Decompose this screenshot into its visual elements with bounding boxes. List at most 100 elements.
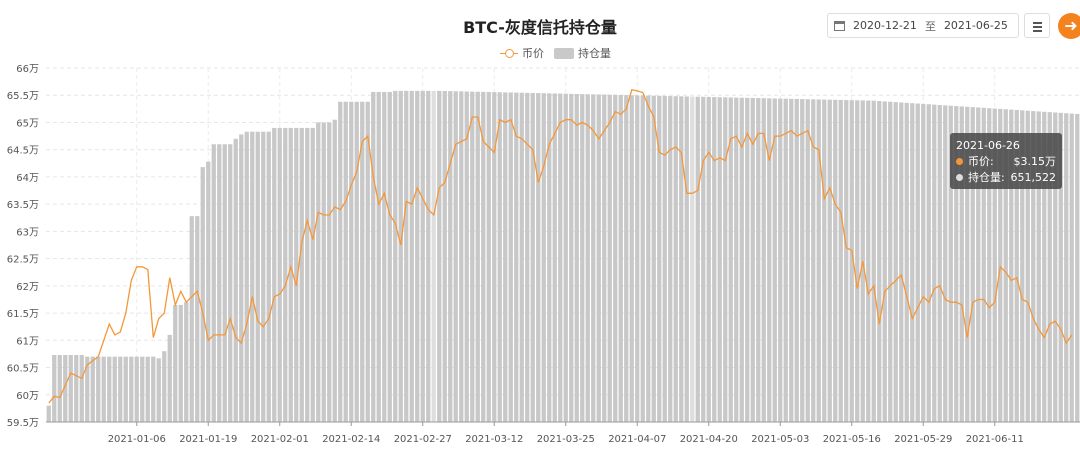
holdings-bar — [618, 94, 623, 422]
y-tick-label: 64万 — [16, 173, 39, 184]
x-tick-label: 2021-05-03 — [751, 434, 809, 445]
holdings-bar — [1064, 113, 1069, 422]
legend-item-holdings[interactable]: 持仓量 — [554, 45, 611, 61]
chart-title: BTC-灰度信托持仓量 — [463, 18, 617, 37]
holdings-bar — [1075, 113, 1080, 422]
holdings-bar — [607, 94, 612, 422]
holdings-bar — [145, 356, 150, 422]
date-to[interactable]: 2021-06-25 — [943, 19, 1008, 32]
holdings-bar — [398, 90, 403, 423]
holdings-bar — [514, 92, 519, 423]
holdings-bar — [316, 122, 321, 422]
holdings-bar — [1042, 111, 1047, 422]
legend-item-price[interactable]: 币价 — [500, 45, 544, 61]
holdings-bar — [800, 99, 805, 423]
holdings-bar — [239, 134, 244, 423]
bar-legend-icon — [554, 47, 574, 59]
holdings-bar — [937, 104, 942, 423]
holdings-bar — [442, 90, 447, 423]
holdings-bar — [1025, 110, 1030, 422]
holdings-bar — [365, 101, 370, 423]
holdings-bar — [1069, 113, 1074, 422]
menu-button[interactable] — [1024, 13, 1050, 38]
x-tick-label: 2021-05-29 — [894, 434, 952, 445]
holdings-bar — [404, 90, 409, 423]
holdings-bar — [767, 98, 772, 423]
holdings-bar — [112, 356, 117, 422]
holdings-bar — [503, 92, 508, 423]
holdings-bar — [816, 99, 821, 422]
holdings-dot-icon — [956, 173, 963, 181]
holdings-bar — [640, 95, 645, 423]
holdings-bar — [877, 101, 882, 423]
holdings-bar — [376, 91, 381, 422]
holdings-bar — [970, 107, 975, 422]
go-button[interactable]: ➜ — [1058, 13, 1080, 39]
holdings-bar — [904, 102, 909, 422]
holdings-bar — [332, 119, 337, 422]
holdings-bar — [470, 91, 475, 423]
chart-legend: 币价 持仓量 — [500, 45, 621, 61]
y-tick-label: 60万 — [16, 391, 39, 402]
holdings-bar — [684, 96, 689, 422]
holdings-bar — [926, 104, 931, 422]
y-tick-label: 62.5万 — [7, 255, 39, 266]
holdings-bar — [1053, 112, 1058, 423]
date-range-picker[interactable]: 2020-12-21 至 2021-06-25 — [827, 13, 1019, 38]
holdings-bar — [651, 95, 656, 422]
holdings-bar — [349, 101, 354, 423]
holdings-bar — [668, 96, 673, 423]
holdings-bar — [508, 92, 513, 423]
holdings-bar — [299, 127, 304, 423]
holdings-bar — [772, 98, 777, 423]
legend-label-price: 币价 — [522, 47, 544, 60]
holdings-bar — [140, 356, 145, 422]
date-from[interactable]: 2020-12-21 — [853, 19, 917, 32]
holdings-bar — [294, 127, 299, 423]
holdings-bar — [701, 96, 706, 423]
holdings-bar — [915, 103, 920, 422]
holdings-bar — [52, 355, 57, 422]
holdings-bar — [46, 405, 51, 422]
holdings-bar — [354, 101, 359, 423]
holdings-bar — [415, 90, 420, 423]
holdings-bar — [129, 356, 134, 422]
holdings-bar — [635, 95, 640, 423]
holdings-bar — [789, 98, 794, 422]
holdings-bar — [173, 304, 178, 422]
y-tick-label: 63万 — [16, 227, 39, 238]
holdings-bar — [580, 94, 585, 423]
tooltip: 2021-06-26 币价: $3.15万 持仓量: 651,522 — [950, 133, 1062, 189]
holdings-bar — [536, 93, 541, 423]
holdings-bar — [68, 355, 73, 422]
holdings-bar — [596, 94, 601, 422]
holdings-bar — [723, 97, 728, 422]
x-tick-label: 2021-02-01 — [251, 434, 309, 445]
holdings-bar — [1036, 111, 1041, 423]
holdings-bar — [591, 94, 596, 422]
holdings-bar — [998, 108, 1003, 422]
holdings-bar — [750, 97, 755, 422]
holdings-bar — [756, 98, 761, 422]
holdings-bar — [646, 95, 651, 423]
holdings-bar — [987, 108, 992, 422]
x-axis: 2021-01-06 2021-01-19 2021-02-01 2021-02-14… — [46, 421, 1080, 445]
tooltip-price-row: 币价: $3.15万 — [956, 153, 1056, 169]
holdings-bar — [118, 356, 123, 422]
holdings-bar — [272, 127, 277, 423]
holdings-bar — [497, 92, 502, 422]
holdings-bar — [855, 100, 860, 422]
holdings-bars — [46, 90, 1080, 423]
holdings-bar — [200, 167, 205, 422]
holdings-bar — [558, 93, 563, 422]
holdings-bar — [244, 131, 249, 422]
price-series-line — [48, 89, 1073, 404]
holdings-bar — [1020, 110, 1025, 422]
holdings-bar — [420, 90, 425, 423]
holdings-bar — [448, 91, 453, 423]
holdings-bar — [882, 101, 887, 422]
holdings-bar — [662, 95, 667, 422]
x-tick-label: 2021-03-25 — [537, 434, 595, 445]
holdings-bar — [734, 97, 739, 423]
holdings-bar — [613, 94, 618, 422]
